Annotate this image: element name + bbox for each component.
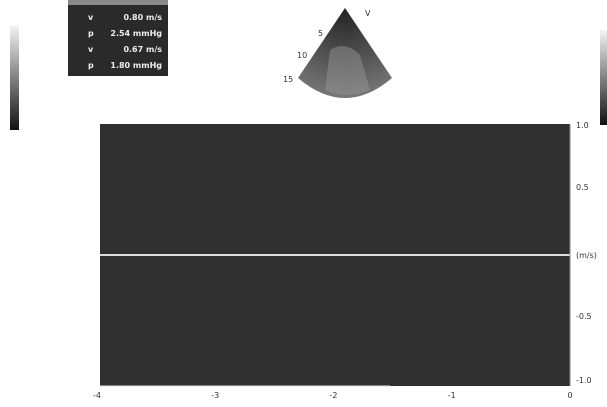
time-label: 0	[567, 391, 572, 400]
measurement-label: p	[88, 61, 94, 70]
time-label: -1	[448, 391, 456, 400]
gray-scale-bar	[10, 25, 19, 130]
velocity-label: -1.0	[576, 376, 592, 385]
depth-label: 10	[297, 51, 307, 60]
measurement-label: v	[88, 45, 94, 54]
measurement-value: 1.80 mmHg	[110, 61, 162, 70]
velocity-label: -0.5	[576, 312, 592, 321]
box-header	[68, 0, 168, 5]
velocity-label: (m/s)	[576, 251, 597, 260]
measurement-value: 0.80 m/s	[123, 13, 162, 22]
measurement-label: p	[88, 29, 94, 38]
measurement-value: 0.67 m/s	[123, 45, 162, 54]
velocity-label: 1.0	[576, 121, 589, 130]
measurement-value: 2.54 mmHg	[110, 29, 162, 38]
depth-label: 5	[318, 29, 323, 38]
velocity-label: 0.5	[576, 183, 589, 192]
sector-marker: V	[365, 9, 371, 18]
gray-scale-bar	[600, 30, 607, 125]
measurement-box: v 0.80 m/s p 2.54 mmHg v 0.67 m/s p 1.80 mmHg	[68, 0, 168, 76]
echo-structure	[325, 46, 370, 95]
axes: 1.0 0.5 (m/s) -0.5 -1.0 -4 -3 -2 -1 0	[93, 121, 597, 400]
echo-sector	[298, 8, 392, 98]
depth-label: 15	[283, 75, 293, 84]
measurement-label: v	[88, 13, 94, 22]
time-label: -4	[93, 391, 101, 400]
box-background	[68, 0, 168, 76]
time-label: -3	[211, 391, 219, 400]
time-label: -2	[330, 391, 338, 400]
